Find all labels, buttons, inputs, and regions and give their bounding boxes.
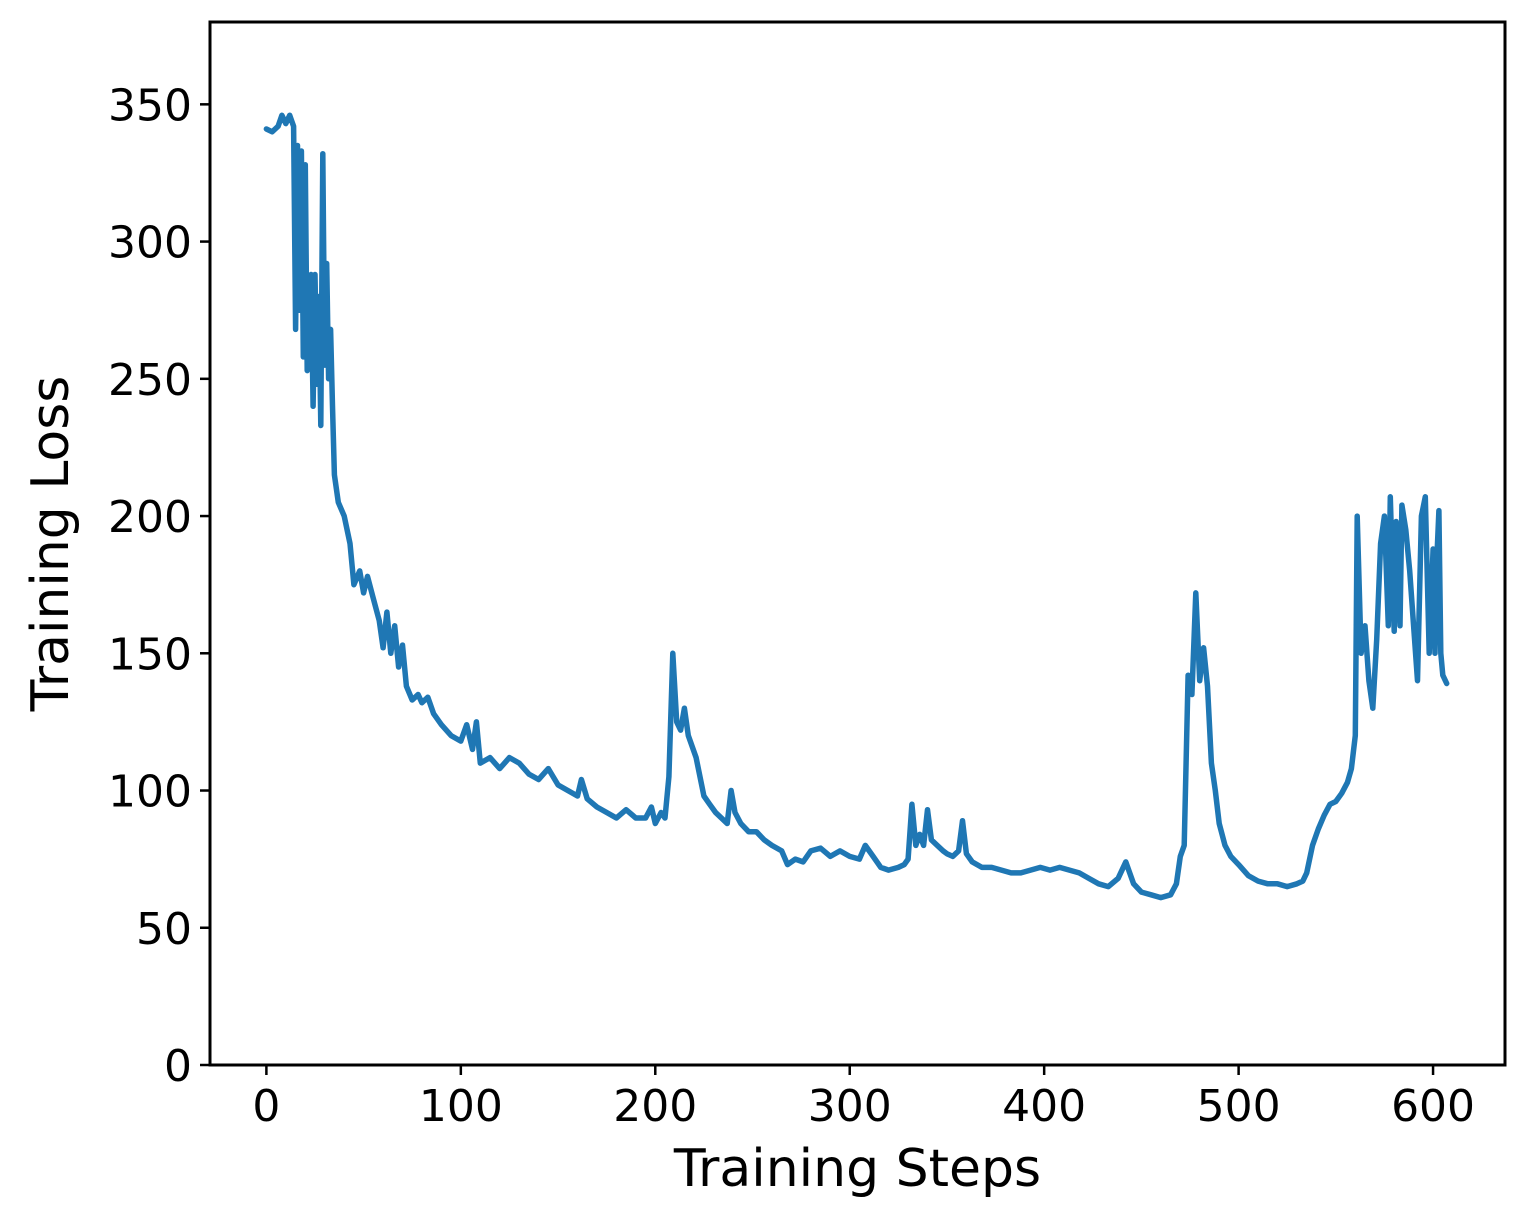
y-tick-label: 350 [108, 80, 192, 131]
training-loss-line [263, 112, 1450, 901]
y-tick-label: 150 [108, 629, 192, 680]
x-axis-ticks: 0 100 200 300 400 500 600 [252, 1065, 1475, 1132]
y-tick-label: 100 [108, 767, 192, 818]
y-tick-label: 0 [164, 1041, 192, 1092]
y-tick-label: 200 [108, 492, 192, 543]
plot-area-frame [208, 20, 1507, 1067]
x-tick-label: 300 [808, 1081, 892, 1132]
y-axis-label: Training Loss [21, 376, 81, 713]
x-tick-label: 500 [1197, 1081, 1281, 1132]
x-tick-label: 200 [613, 1081, 697, 1132]
y-tick-label: 50 [136, 904, 192, 955]
x-tick-label: 0 [252, 1081, 280, 1132]
x-axis-label: Training Steps [673, 1139, 1041, 1199]
x-tick-label: 600 [1391, 1081, 1475, 1132]
y-axis-ticks: 0 50 100 150 200 250 300 350 [108, 80, 210, 1092]
y-tick-label: 300 [108, 218, 192, 269]
x-tick-label: 400 [1002, 1081, 1086, 1132]
x-tick-label: 100 [419, 1081, 503, 1132]
y-tick-label: 250 [108, 355, 192, 406]
